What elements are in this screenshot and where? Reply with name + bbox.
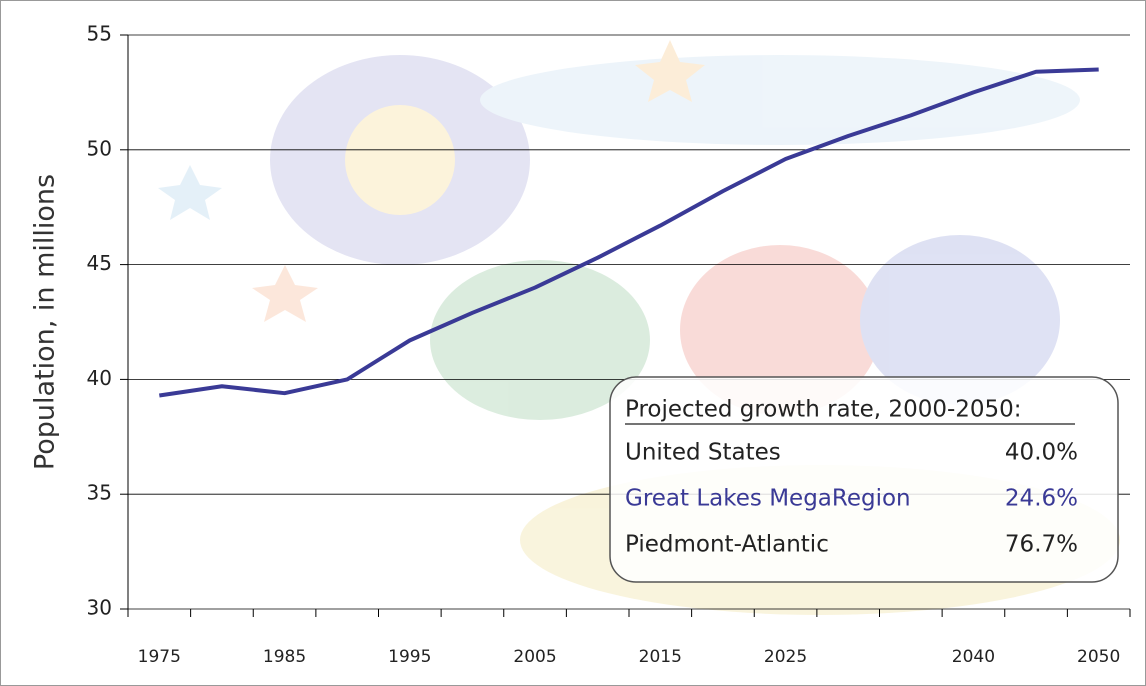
- chart: Population, in millions 30 35 40 45 50 55 1975…: [0, 0, 1146, 686]
- x-tick-label: 1995: [388, 647, 431, 667]
- y-axis-label: Population, in millions: [30, 174, 61, 470]
- growth-box-title: Projected growth rate, 2000-2050:: [625, 397, 1022, 423]
- y-tick-label: 40: [87, 366, 112, 390]
- region-label: United States: [625, 440, 781, 466]
- region-label: Great Lakes MegaRegion: [625, 486, 911, 512]
- region-label: Piedmont-Atlantic: [625, 532, 829, 558]
- x-tick-label: 2005: [513, 647, 556, 667]
- y-tick-label: 35: [87, 481, 112, 505]
- x-tick-label: 1985: [263, 647, 306, 667]
- growth-box: Projected growth rate, 2000-2050: United…: [610, 377, 1118, 582]
- x-tick-label: 2015: [639, 647, 682, 667]
- x-tick-label: 2050: [1077, 647, 1120, 667]
- x-tick-label: 2040: [952, 647, 995, 667]
- y-tick-label: 50: [87, 136, 112, 160]
- y-tick-label: 45: [87, 251, 112, 275]
- y-tick-label: 30: [87, 596, 112, 620]
- x-tick-label: 1975: [138, 647, 181, 667]
- growth-rate: 24.6%: [1005, 486, 1078, 512]
- y-tick-label: 55: [87, 22, 112, 46]
- x-tick-label: 2025: [764, 647, 807, 667]
- growth-rate: 40.0%: [1005, 440, 1078, 466]
- growth-rate: 76.7%: [1005, 532, 1078, 558]
